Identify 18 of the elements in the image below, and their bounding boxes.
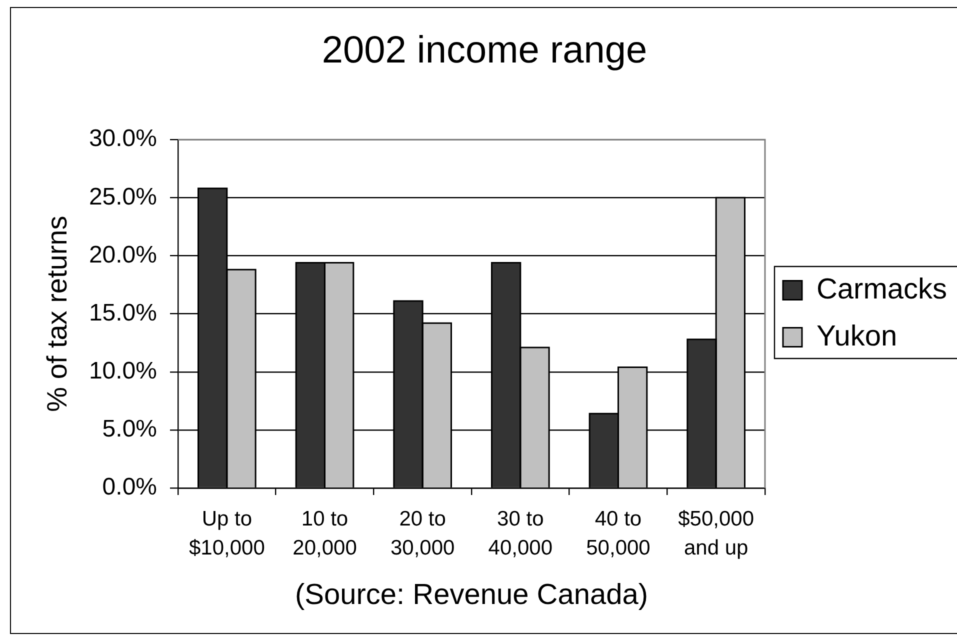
x-tick-label: 20 to 30,000 [390, 507, 455, 560]
legend-label: Yukon [816, 320, 898, 352]
x-tick-label: 40 to 50,000 [586, 507, 650, 560]
text: (Source: Revenue Canada) [294, 579, 648, 611]
y-tick-label: 10.0% [88, 357, 157, 384]
y-tick-label: 15.0% [88, 299, 157, 326]
chart-title: 2002 income range [322, 29, 648, 72]
y-tick-label: 30.0% [88, 125, 157, 152]
y-tick-label: 5.0% [102, 416, 157, 443]
y-tick-label: 25.0% [88, 183, 157, 210]
y-tick-label: 0.0% [102, 474, 157, 501]
x-tick-label: Up to $10,000 [188, 507, 265, 560]
x-tick-label: $50,000 and up [678, 507, 754, 560]
x-tick-label: 30 to 40,000 [488, 507, 553, 560]
legend-label: Carmacks [816, 273, 947, 306]
x-tick-label: 10 to 20,000 [292, 507, 357, 560]
y-axis-title: % of tax returns [42, 216, 73, 412]
y-tick-label: 20.0% [88, 241, 157, 268]
